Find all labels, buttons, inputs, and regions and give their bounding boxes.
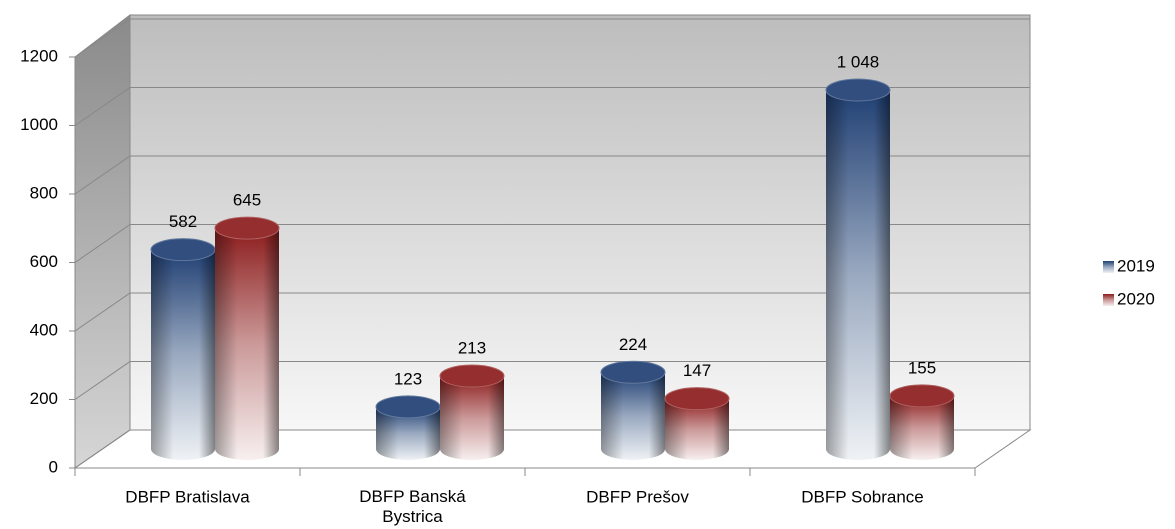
cylinder-top xyxy=(600,360,666,384)
cylinder-shade xyxy=(826,90,890,460)
grid-line xyxy=(74,361,1030,400)
x-tick-label: DBFP Banská Bystrica xyxy=(359,487,466,526)
bar xyxy=(664,387,730,460)
grid-line xyxy=(74,429,1030,469)
legend-swatch xyxy=(1103,261,1114,273)
bar xyxy=(150,238,216,460)
y-tick-label: 1200 xyxy=(20,46,58,65)
cylinder-shade xyxy=(890,395,954,460)
x-tick-label: DBFP Prešov xyxy=(586,487,689,506)
label-line: DBFP Banská xyxy=(359,487,466,506)
grid-line xyxy=(74,87,1030,126)
cylinder-shade xyxy=(215,228,279,460)
bar xyxy=(375,395,441,460)
bar xyxy=(214,216,280,460)
data-label: 582 xyxy=(169,212,197,231)
cylinder-shade xyxy=(151,249,215,460)
bar xyxy=(889,384,955,460)
data-label: 213 xyxy=(458,339,486,358)
data-label: 155 xyxy=(908,358,936,377)
cylinder-top xyxy=(439,364,505,388)
cylinder-top xyxy=(664,387,730,411)
bar xyxy=(439,364,505,460)
data-label: 1 048 xyxy=(837,53,880,72)
y-tick-label: 600 xyxy=(30,252,58,271)
cylinder-shade xyxy=(665,398,729,460)
y-tick-label: 0 xyxy=(49,457,58,476)
label-line: Bystrica xyxy=(382,507,443,526)
cylinder-shade xyxy=(440,376,504,460)
y-tick-label: 400 xyxy=(30,320,58,339)
grid-line xyxy=(74,18,1030,58)
grid-line xyxy=(74,292,1030,332)
bar xyxy=(825,78,891,460)
cylinder-shade xyxy=(376,406,440,460)
y-tick-label: 200 xyxy=(30,389,58,408)
data-label: 645 xyxy=(233,191,261,210)
y-tick-label: 1000 xyxy=(20,115,58,134)
data-label: 224 xyxy=(619,335,647,354)
legend-label: 2019 xyxy=(1117,256,1155,275)
cylinder-top xyxy=(825,78,891,102)
legend-label: 2020 xyxy=(1117,289,1155,308)
x-tick-label: DBFP Bratislava xyxy=(125,487,250,506)
grid-line xyxy=(74,224,1030,263)
cylinder-top xyxy=(214,216,280,240)
cylinder-top xyxy=(889,384,955,408)
data-label: 147 xyxy=(683,361,711,380)
bar xyxy=(600,360,666,460)
legend-swatch xyxy=(1103,294,1114,306)
x-tick-label: DBFP Sobrance xyxy=(801,487,924,506)
data-label: 123 xyxy=(394,369,422,388)
cylinder-top xyxy=(150,238,216,262)
y-tick-label: 800 xyxy=(30,183,58,202)
cylinder-top xyxy=(375,395,441,419)
grid-line xyxy=(74,155,1030,195)
side-wall xyxy=(74,13,131,469)
cylinder-shade xyxy=(601,372,665,460)
